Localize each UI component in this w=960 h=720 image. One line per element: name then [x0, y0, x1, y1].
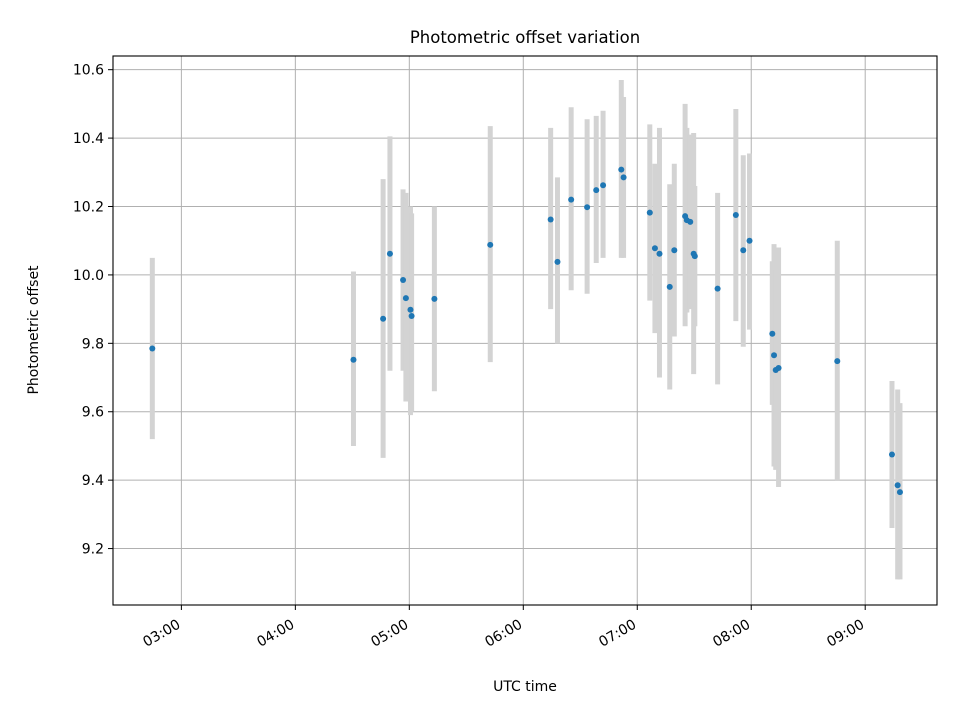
data-point [775, 364, 782, 371]
data-point [386, 250, 393, 257]
grid [113, 56, 937, 605]
data-point [646, 209, 653, 216]
data-point [149, 345, 156, 352]
x-axis-label: UTC time [493, 679, 557, 695]
data-point [568, 196, 575, 203]
data-point [593, 187, 600, 194]
data-point [834, 358, 841, 365]
data-point [894, 482, 901, 489]
data-point [350, 356, 357, 363]
data-point [771, 352, 778, 359]
data-point [554, 258, 561, 265]
y-tick-label: 10.6 [73, 63, 104, 79]
data-point [547, 216, 554, 223]
y-tick-label: 9.4 [82, 473, 104, 489]
data-point [431, 295, 438, 302]
y-tick-label: 9.6 [82, 405, 104, 421]
data-point [407, 306, 414, 313]
plot-frame [112, 55, 938, 606]
data-point [408, 312, 415, 319]
data-point [732, 212, 739, 219]
data-point [691, 253, 698, 260]
data-point [651, 245, 658, 252]
data-point [888, 451, 895, 458]
data-point [666, 283, 673, 290]
data-point [671, 247, 678, 254]
y-tick-label: 10.4 [73, 131, 104, 147]
data-point [400, 277, 407, 284]
data-point [618, 166, 625, 173]
data-points [149, 166, 903, 496]
y-tick-label: 9.2 [82, 542, 104, 558]
y-tick-label: 10.2 [73, 200, 104, 216]
data-point [380, 315, 387, 322]
y-tick-label: 9.8 [82, 336, 104, 352]
data-point [600, 182, 607, 189]
data-point [740, 247, 747, 254]
data-point [487, 241, 494, 248]
data-point [584, 204, 591, 211]
y-axis-label: Photometric offset [26, 265, 42, 395]
data-point [769, 330, 776, 337]
data-point [896, 489, 903, 496]
data-point [620, 174, 627, 181]
data-point [687, 218, 694, 225]
data-point [746, 237, 753, 244]
data-point [714, 285, 721, 292]
data-point [402, 295, 409, 302]
y-axis: 9.2 9.4 9.6 9.8 10.0 10.2 10.4 10.6 [73, 63, 113, 558]
y-tick-label: 10.0 [73, 268, 104, 284]
data-point [656, 250, 663, 257]
chart-title: Photometric offset variation [410, 28, 640, 47]
